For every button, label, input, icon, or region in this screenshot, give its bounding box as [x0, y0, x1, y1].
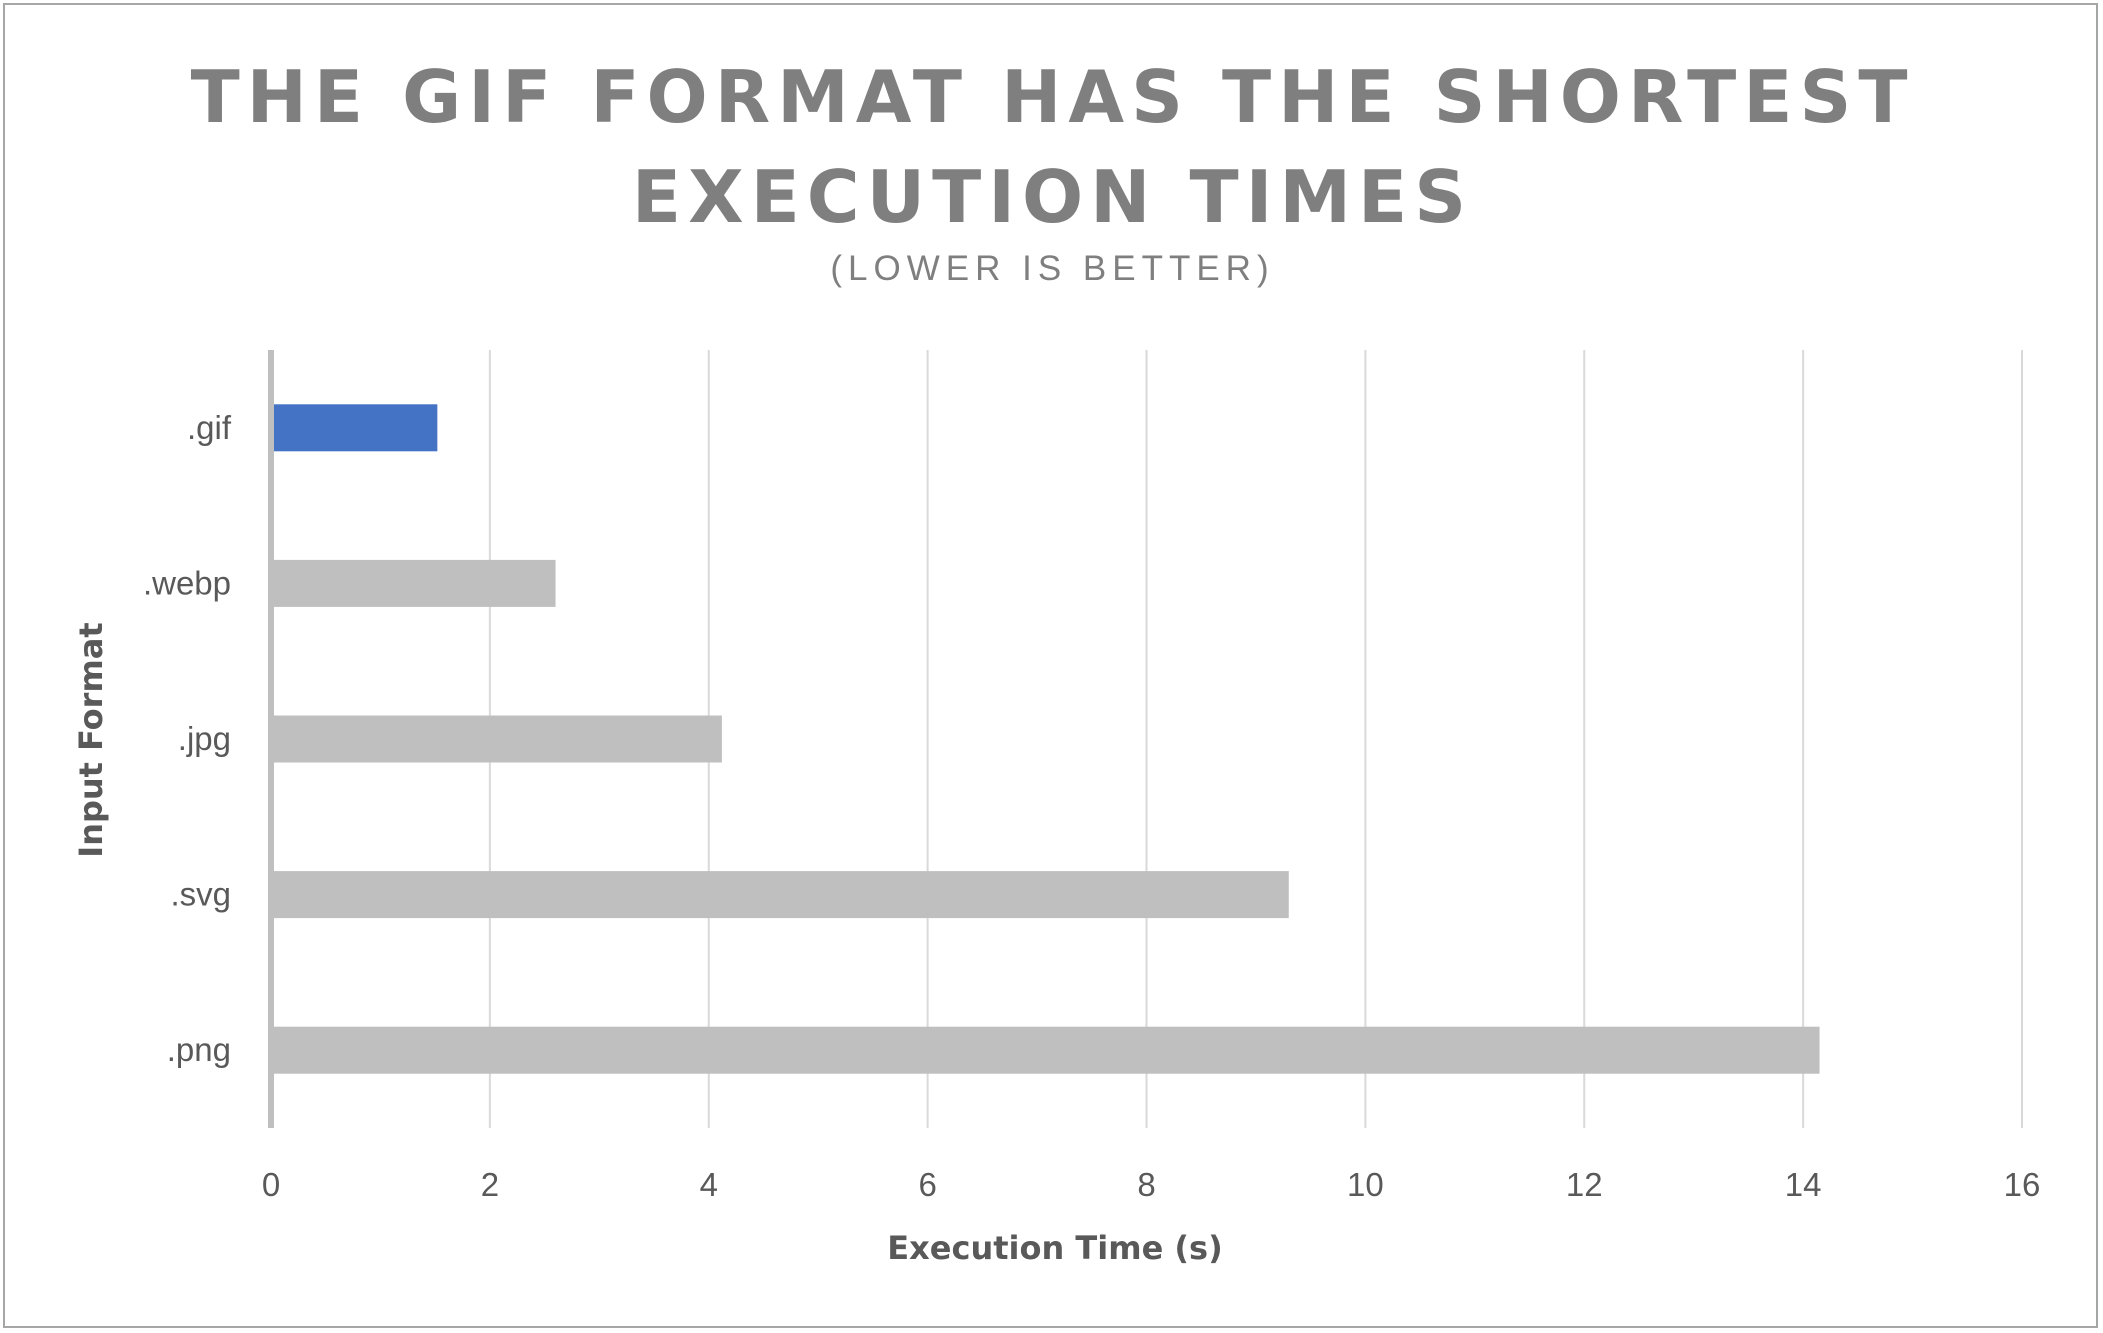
chart-subtitle: (LOWER IS BETTER): [830, 249, 1275, 288]
gridlines: [488, 350, 2023, 1128]
x-tick-label: 10: [1347, 1166, 1384, 1203]
category-label-jpg: .jpg: [178, 720, 231, 757]
x-tick-label: 4: [700, 1166, 718, 1203]
x-tick-label: 16: [2004, 1166, 2041, 1203]
bar-webp: [271, 559, 556, 607]
plot-area: .gif .webp .jpg .svg .png 0 2 4 6 8 10 12 14 16 Exec…: [72, 350, 2041, 1267]
x-tick-label: 0: [262, 1166, 280, 1203]
category-label-gif: .gif: [187, 409, 232, 446]
x-axis-title: Execution Time (s): [887, 1229, 1222, 1267]
bar-png: [271, 1026, 1820, 1074]
x-tick-label: 14: [1785, 1166, 1822, 1203]
bar-jpg: [271, 715, 722, 763]
chart-frame: THE GIF FORMAT HAS THE SHORTEST EXECUTIO…: [3, 3, 2098, 1328]
category-label-webp: .webp: [143, 564, 231, 601]
chart-title: THE GIF FORMAT HAS THE SHORTEST EXECUTIO…: [5, 47, 2100, 247]
bar-gif: [271, 404, 438, 452]
x-tick-label: 6: [918, 1166, 936, 1203]
x-tick-label: 8: [1137, 1166, 1155, 1203]
bar-svg: [271, 871, 1289, 919]
category-label-svg: .svg: [170, 876, 231, 913]
category-labels: .gif .webp .jpg .svg .png: [143, 409, 232, 1068]
chart-title-line-1: THE GIF FORMAT HAS THE SHORTEST: [190, 55, 1915, 139]
x-tick-label: 2: [481, 1166, 499, 1203]
y-axis-title: Input Format: [72, 622, 110, 857]
category-label-png: .png: [167, 1031, 231, 1068]
chart-title-line-2: EXECUTION TIMES: [631, 155, 1474, 239]
x-tick-label: 12: [1566, 1166, 1603, 1203]
bars: [271, 404, 1820, 1074]
x-tick-labels: 0 2 4 6 8 10 12 14 16: [262, 1166, 2041, 1203]
